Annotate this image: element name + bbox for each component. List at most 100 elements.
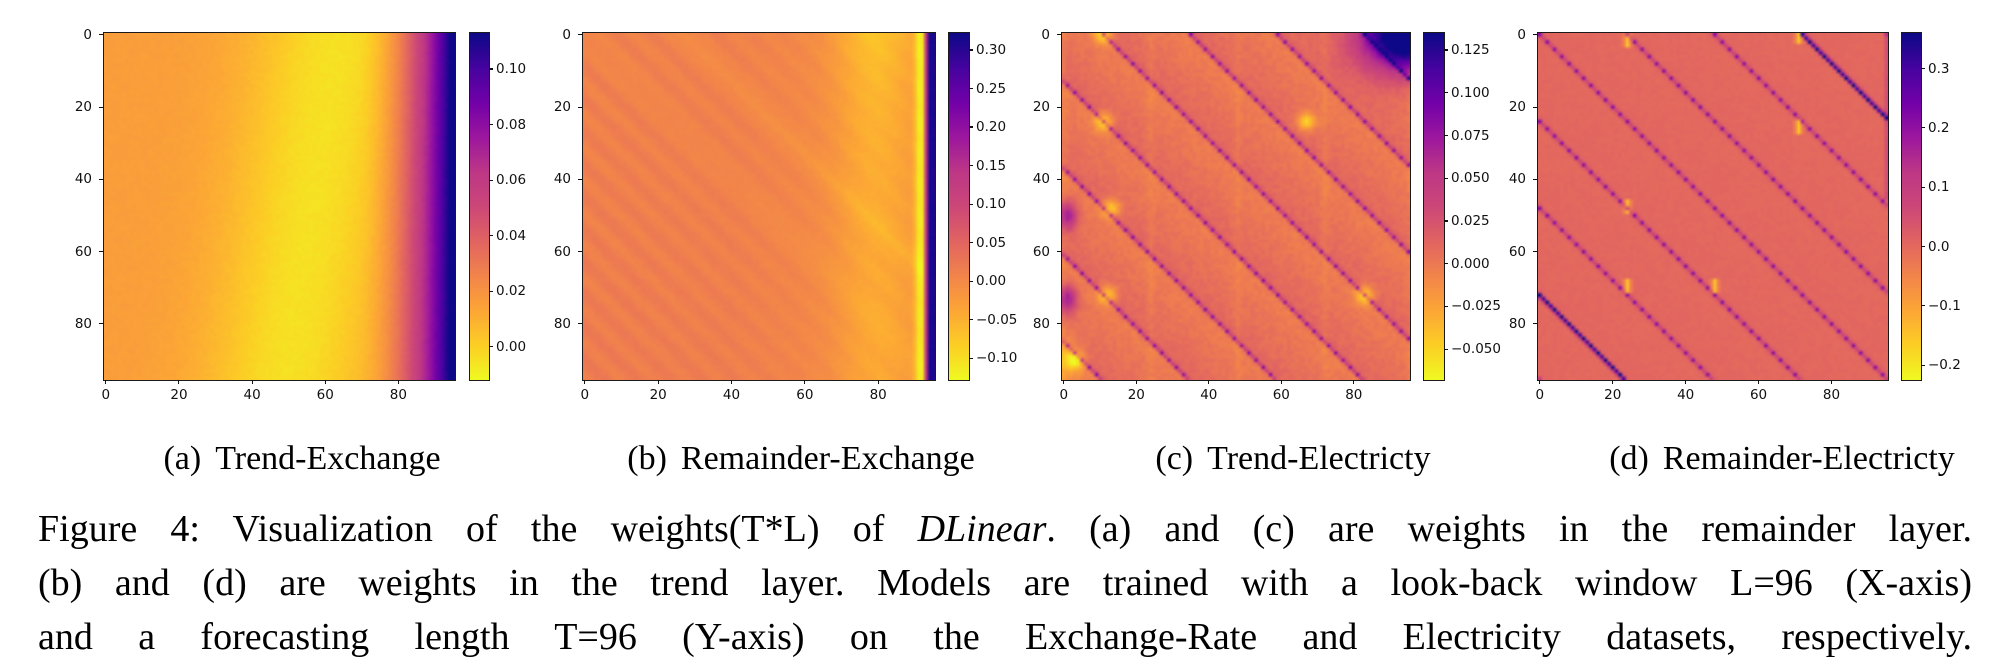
y-tick-label: 0 bbox=[1517, 26, 1526, 43]
colorbar-tick-label: 0.00 bbox=[496, 338, 527, 355]
heatmap-canvas-c bbox=[1062, 33, 1410, 380]
colorbar-tick-label: 0.08 bbox=[496, 116, 527, 133]
subcaption-b-text: Remainder-Exchange bbox=[680, 440, 975, 477]
colorbar-tick-label: 0.2 bbox=[1928, 119, 1950, 136]
x-tick-mark bbox=[584, 380, 586, 384]
colorbar-tick-mark bbox=[969, 49, 973, 51]
colorbar-canvas-d bbox=[1902, 33, 1921, 380]
y-tick-mark bbox=[99, 106, 103, 108]
x-tick-mark bbox=[1830, 380, 1832, 384]
y-tick-mark bbox=[578, 323, 582, 325]
y-tick-mark bbox=[1057, 34, 1061, 36]
colorbar-tick-mark bbox=[969, 319, 973, 321]
y-tick-label: 40 bbox=[1032, 171, 1050, 188]
colorbar-tick-mark bbox=[1921, 305, 1925, 307]
x-tick-label: 20 bbox=[1604, 387, 1622, 403]
colorbar-tick-label: 0.04 bbox=[496, 227, 527, 244]
colorbar-canvas-a bbox=[470, 33, 489, 380]
x-tick-label: 40 bbox=[243, 387, 261, 403]
colorbar-tick-label: 0.3 bbox=[1928, 60, 1950, 77]
x-tick-mark bbox=[324, 380, 326, 384]
x-tick-label: 0 bbox=[1535, 387, 1545, 403]
subcaption-a-tag: (a) bbox=[163, 440, 202, 477]
colorbar-tick-label: 0.050 bbox=[1451, 170, 1490, 187]
x-tick-label: 0 bbox=[1059, 387, 1069, 403]
colorbar-tick-mark bbox=[1444, 305, 1448, 308]
colorbar-tick-mark bbox=[489, 290, 493, 292]
colorbar-tick-mark bbox=[489, 235, 493, 237]
y-tick-label: 60 bbox=[553, 243, 571, 260]
colorbar-tick-label: −0.1 bbox=[1928, 297, 1961, 314]
y-tick-mark bbox=[1533, 178, 1537, 180]
x-tick-label: 20 bbox=[649, 387, 667, 403]
colorbar-tick-label: 0.100 bbox=[1451, 84, 1490, 101]
x-tick-label: 0 bbox=[101, 387, 111, 403]
x-tick-mark bbox=[1685, 380, 1687, 384]
x-tick-label: 60 bbox=[796, 387, 814, 403]
x-tick-label: 40 bbox=[722, 387, 741, 403]
y-tick-label: 60 bbox=[1508, 243, 1526, 260]
x-tick-label: 40 bbox=[1200, 387, 1218, 403]
heatmap-canvas-d bbox=[1538, 33, 1888, 380]
colorbar-tick-label: −0.10 bbox=[976, 350, 1018, 367]
colorbar-canvas-c bbox=[1424, 33, 1444, 380]
colorbar-tick-label: −0.05 bbox=[976, 311, 1018, 328]
x-tick-mark bbox=[804, 380, 806, 384]
x-tick-label: 20 bbox=[1127, 387, 1145, 403]
axes-spine-a bbox=[103, 32, 456, 381]
subcaption-d: (d) Remainder-Electricty bbox=[1609, 440, 1955, 478]
colorbar-tick-mark bbox=[969, 203, 973, 205]
colorbar-tick-mark bbox=[489, 124, 493, 126]
colorbar-tick-mark bbox=[1921, 127, 1925, 129]
colorbar-tick-label: 0.125 bbox=[1451, 42, 1490, 59]
caption-line-1: Figure 4: Visualization of the weights(T… bbox=[38, 502, 1972, 556]
x-tick-label: 80 bbox=[1822, 387, 1841, 403]
colorbar-tick-mark bbox=[969, 87, 973, 90]
y-tick-mark bbox=[578, 251, 582, 253]
colorbar-tick-mark bbox=[969, 126, 973, 128]
subcaption-b: (b) Remainder-Exchange bbox=[627, 440, 975, 478]
colorbar-tick-mark bbox=[489, 179, 493, 181]
y-tick-label: 80 bbox=[1508, 315, 1526, 332]
subcaption-c-tag: (c) bbox=[1155, 440, 1194, 477]
x-tick-label: 20 bbox=[170, 387, 188, 403]
colorbar-tick-mark bbox=[1444, 177, 1448, 179]
x-tick-label: 0 bbox=[580, 387, 590, 403]
y-tick-mark bbox=[1057, 178, 1061, 180]
colorbar-tick-label: 0.025 bbox=[1451, 213, 1490, 230]
x-tick-label: 80 bbox=[1345, 387, 1363, 403]
y-tick-label: 80 bbox=[74, 315, 92, 332]
colorbar-tick-mark bbox=[969, 242, 973, 244]
y-tick-mark bbox=[99, 178, 103, 180]
x-tick-label: 80 bbox=[389, 387, 407, 403]
x-tick-mark bbox=[1063, 380, 1065, 384]
subcaption-b-tag: (b) bbox=[627, 440, 667, 477]
x-tick-label: 80 bbox=[869, 387, 887, 403]
colorbar-tick-mark bbox=[1444, 92, 1448, 94]
y-tick-label: 40 bbox=[74, 171, 92, 188]
subcaption-d-text: Remainder-Electricty bbox=[1662, 440, 1955, 477]
y-tick-mark bbox=[578, 178, 582, 180]
colorbar-spine-b bbox=[948, 32, 970, 381]
colorbar-tick-label: 0.25 bbox=[976, 80, 1007, 97]
colorbar-tick-mark bbox=[1921, 67, 1925, 70]
y-tick-mark bbox=[1057, 106, 1061, 108]
y-tick-mark bbox=[1533, 251, 1537, 253]
colorbar-tick-label: 0.05 bbox=[976, 234, 1007, 251]
colorbar-tick-label: 0.10 bbox=[976, 196, 1007, 213]
colorbar-tick-label: −0.050 bbox=[1451, 341, 1501, 358]
y-tick-label: 20 bbox=[1508, 99, 1526, 116]
x-tick-mark bbox=[1353, 380, 1355, 384]
subcaption-c: (c) Trend-Electricty bbox=[1155, 440, 1430, 478]
y-tick-mark bbox=[1533, 323, 1537, 325]
x-tick-label: 60 bbox=[1272, 387, 1290, 403]
heatmap-canvas-b bbox=[583, 33, 935, 380]
colorbar-tick-mark bbox=[969, 280, 973, 282]
colorbar-tick-label: 0.15 bbox=[976, 157, 1007, 174]
y-tick-label: 40 bbox=[553, 171, 571, 188]
y-tick-label: 20 bbox=[1032, 99, 1050, 116]
colorbar-tick-mark bbox=[1921, 364, 1925, 366]
y-tick-label: 60 bbox=[1032, 243, 1050, 260]
subcaption-a: (a) Trend-Exchange bbox=[163, 440, 440, 478]
colorbar-tick-mark bbox=[1444, 49, 1448, 51]
